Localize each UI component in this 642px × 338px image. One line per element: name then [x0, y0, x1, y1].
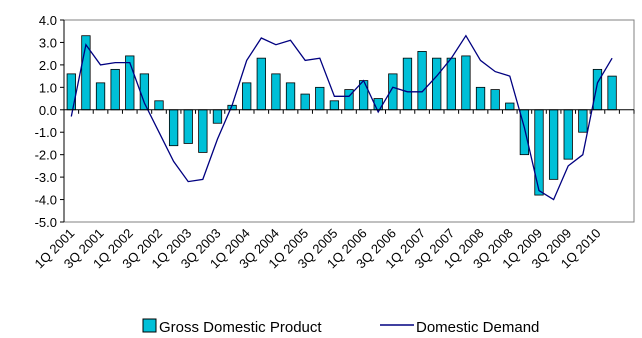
gdp-bar	[358, 80, 369, 111]
gdp-bar	[461, 55, 471, 111]
y-tick-label: 4.0	[39, 13, 57, 28]
y-tick-label: 2.0	[39, 58, 57, 73]
gdp-bar	[592, 68, 603, 111]
gdp-bar	[168, 109, 179, 147]
y-tick-label: 0.0	[39, 103, 57, 118]
gdp-bar	[563, 109, 573, 160]
legend-swatch-gdp	[142, 318, 157, 333]
y-tick-label: 3.0	[39, 35, 57, 50]
gdp-bar	[285, 82, 296, 111]
y-tick-label: -3.0	[35, 170, 57, 185]
legend-label-domestic-demand: Domestic Demand	[416, 319, 539, 336]
gdp-bar	[578, 109, 588, 133]
gdp-bar	[432, 57, 442, 111]
gdp-bar	[475, 86, 486, 111]
gdp-bar	[490, 89, 500, 111]
gdp-bar	[212, 109, 223, 124]
y-tick-label: -4.0	[35, 193, 57, 208]
plot-area	[63, 19, 635, 223]
gdp-bar	[402, 57, 413, 111]
gdp-bar	[271, 73, 281, 111]
gdp-bar	[95, 82, 106, 111]
gdp-bar	[183, 109, 193, 144]
gdp-bar	[607, 75, 617, 111]
gdp-bar	[154, 100, 164, 111]
legend: Gross Domestic Product Domestic Demand	[142, 318, 539, 336]
gdp-bar	[534, 109, 544, 196]
y-tick-label: -1.0	[35, 125, 57, 140]
gdp-bar	[198, 109, 208, 153]
gdp-bar	[242, 82, 252, 111]
y-tick-label: -5.0	[35, 215, 57, 230]
gdp-bar	[329, 100, 340, 111]
gdp-bar	[505, 102, 515, 111]
y-tick-label: 1.0	[39, 80, 57, 95]
gdp-bar	[315, 86, 325, 111]
y-axis: 4.0 3.0 2.0 1.0 0.0 -1.0 -2.0 -3.0 -4.0 -5.0	[35, 13, 65, 230]
y-tick-label: -2.0	[35, 148, 57, 163]
gdp-bar	[417, 51, 427, 111]
domestic-demand-line-group	[70, 34, 613, 201]
plot-border	[63, 19, 635, 223]
gdp-bar	[446, 57, 456, 111]
gdp-bar	[256, 57, 266, 111]
gdp-bar	[300, 93, 310, 111]
gdp-bar	[110, 68, 120, 111]
domestic-demand-line	[70, 34, 613, 201]
gdp-bar	[548, 109, 559, 180]
legend-label-gdp: Gross Domestic Product	[159, 319, 322, 336]
